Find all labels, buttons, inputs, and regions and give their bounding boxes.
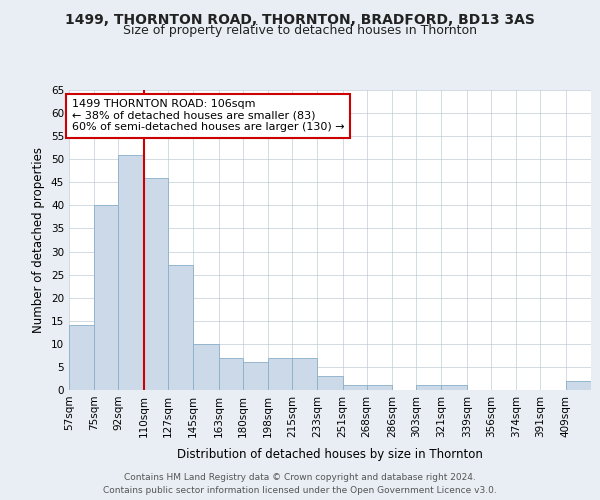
Bar: [442, 386, 467, 390]
Bar: [168, 266, 193, 390]
Bar: [242, 362, 268, 390]
Bar: [566, 381, 591, 390]
Bar: [367, 386, 392, 390]
Bar: [118, 154, 144, 390]
Bar: [218, 358, 242, 390]
Bar: [317, 376, 343, 390]
Text: Contains HM Land Registry data © Crown copyright and database right 2024.: Contains HM Land Registry data © Crown c…: [124, 472, 476, 482]
Text: Contains public sector information licensed under the Open Government Licence v3: Contains public sector information licen…: [103, 486, 497, 495]
Bar: [69, 326, 94, 390]
Text: 1499, THORNTON ROAD, THORNTON, BRADFORD, BD13 3AS: 1499, THORNTON ROAD, THORNTON, BRADFORD,…: [65, 12, 535, 26]
X-axis label: Distribution of detached houses by size in Thornton: Distribution of detached houses by size …: [177, 448, 483, 461]
Bar: [343, 386, 367, 390]
Bar: [292, 358, 317, 390]
Bar: [144, 178, 168, 390]
Bar: [193, 344, 218, 390]
Text: 1499 THORNTON ROAD: 106sqm
← 38% of detached houses are smaller (83)
60% of semi: 1499 THORNTON ROAD: 106sqm ← 38% of deta…: [72, 99, 344, 132]
Y-axis label: Number of detached properties: Number of detached properties: [32, 147, 46, 333]
Bar: [94, 206, 118, 390]
Bar: [416, 386, 442, 390]
Bar: [268, 358, 292, 390]
Text: Size of property relative to detached houses in Thornton: Size of property relative to detached ho…: [123, 24, 477, 37]
